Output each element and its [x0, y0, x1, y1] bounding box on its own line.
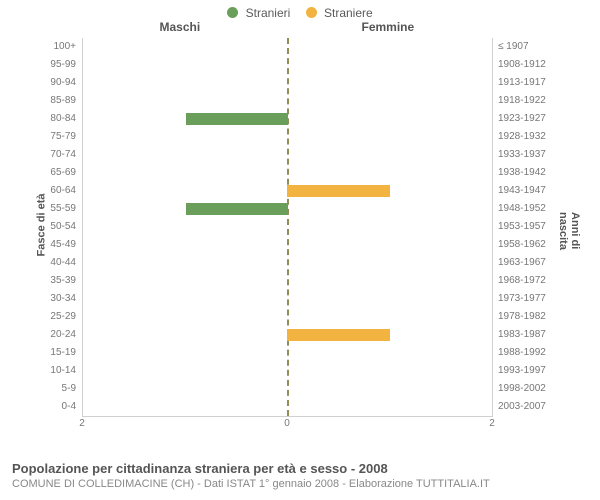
- birth-year-label: 1998-2002: [498, 380, 558, 398]
- chart-container: Stranieri Straniere Maschi Femmine 100+9…: [0, 0, 600, 500]
- age-label: 65-69: [34, 164, 76, 182]
- chart-subtitle: COMUNE DI COLLEDIMACINE (CH) - Dati ISTA…: [12, 478, 588, 490]
- birth-year-label: 1973-1977: [498, 290, 558, 308]
- x-tick: 0: [284, 418, 290, 429]
- male-bar: [186, 203, 289, 215]
- x-axis-ticks: 2 0 2: [34, 416, 566, 432]
- male-panel: [82, 38, 288, 417]
- age-label: 25-29: [34, 308, 76, 326]
- age-label: 100+: [34, 38, 76, 56]
- birth-year-label: 1948-1952: [498, 200, 558, 218]
- birth-year-label: 1923-1927: [498, 110, 558, 128]
- chart-title: Popolazione per cittadinanza straniera p…: [12, 461, 588, 476]
- panel-title-male: Maschi: [160, 20, 201, 34]
- legend-swatch-male: [227, 7, 238, 18]
- x-tick: 2: [79, 418, 85, 429]
- birth-year-label: 1958-1962: [498, 236, 558, 254]
- x-tick: 2: [489, 418, 495, 429]
- birth-year-label: 1918-1922: [498, 92, 558, 110]
- age-label: 85-89: [34, 92, 76, 110]
- chart-footer: Popolazione per cittadinanza straniera p…: [12, 461, 588, 490]
- age-label: 5-9: [34, 380, 76, 398]
- y-axis-title-left: Fasce di età: [35, 194, 47, 257]
- legend: Stranieri Straniere: [0, 0, 600, 20]
- pyramid-chart: 100+95-9990-9485-8980-8475-7970-7465-696…: [34, 38, 566, 440]
- female-panel: [287, 38, 493, 417]
- age-label: 40-44: [34, 254, 76, 272]
- age-label: 90-94: [34, 74, 76, 92]
- female-bar: [287, 329, 390, 341]
- legend-label-male: Stranieri: [246, 6, 291, 20]
- birth-year-label: 1978-1982: [498, 308, 558, 326]
- female-bar: [287, 185, 390, 197]
- age-label: 20-24: [34, 326, 76, 344]
- age-label: 75-79: [34, 128, 76, 146]
- birth-year-label: 1943-1947: [498, 182, 558, 200]
- age-label: 30-34: [34, 290, 76, 308]
- birth-year-label: 2003-2007: [498, 398, 558, 416]
- birth-year-label: 1928-1932: [498, 128, 558, 146]
- age-label: 35-39: [34, 272, 76, 290]
- male-bar: [186, 113, 289, 125]
- age-label: 0-4: [34, 398, 76, 416]
- legend-item-female: Straniere: [306, 6, 373, 20]
- age-label: 70-74: [34, 146, 76, 164]
- birth-year-label: 1983-1987: [498, 326, 558, 344]
- age-label: 95-99: [34, 56, 76, 74]
- age-label: 15-19: [34, 344, 76, 362]
- birth-year-label: 1988-1992: [498, 344, 558, 362]
- age-label: 80-84: [34, 110, 76, 128]
- birth-year-label: ≤ 1907: [498, 38, 558, 56]
- birth-year-label: 1913-1917: [498, 74, 558, 92]
- birth-year-label: 1963-1967: [498, 254, 558, 272]
- age-label: 10-14: [34, 362, 76, 380]
- birth-year-label: 1908-1912: [498, 56, 558, 74]
- birth-year-labels: ≤ 19071908-19121913-19171918-19221923-19…: [498, 38, 558, 416]
- birth-year-label: 1953-1957: [498, 218, 558, 236]
- birth-year-label: 1938-1942: [498, 164, 558, 182]
- legend-item-male: Stranieri: [227, 6, 290, 20]
- panel-titles: Maschi Femmine: [34, 20, 566, 38]
- birth-year-label: 1968-1972: [498, 272, 558, 290]
- legend-label-female: Straniere: [324, 6, 373, 20]
- birth-year-label: 1933-1937: [498, 146, 558, 164]
- legend-swatch-female: [306, 7, 317, 18]
- y-axis-title-right: Anni di nascita: [557, 212, 581, 250]
- birth-year-label: 1993-1997: [498, 362, 558, 380]
- panel-title-female: Femmine: [362, 20, 415, 34]
